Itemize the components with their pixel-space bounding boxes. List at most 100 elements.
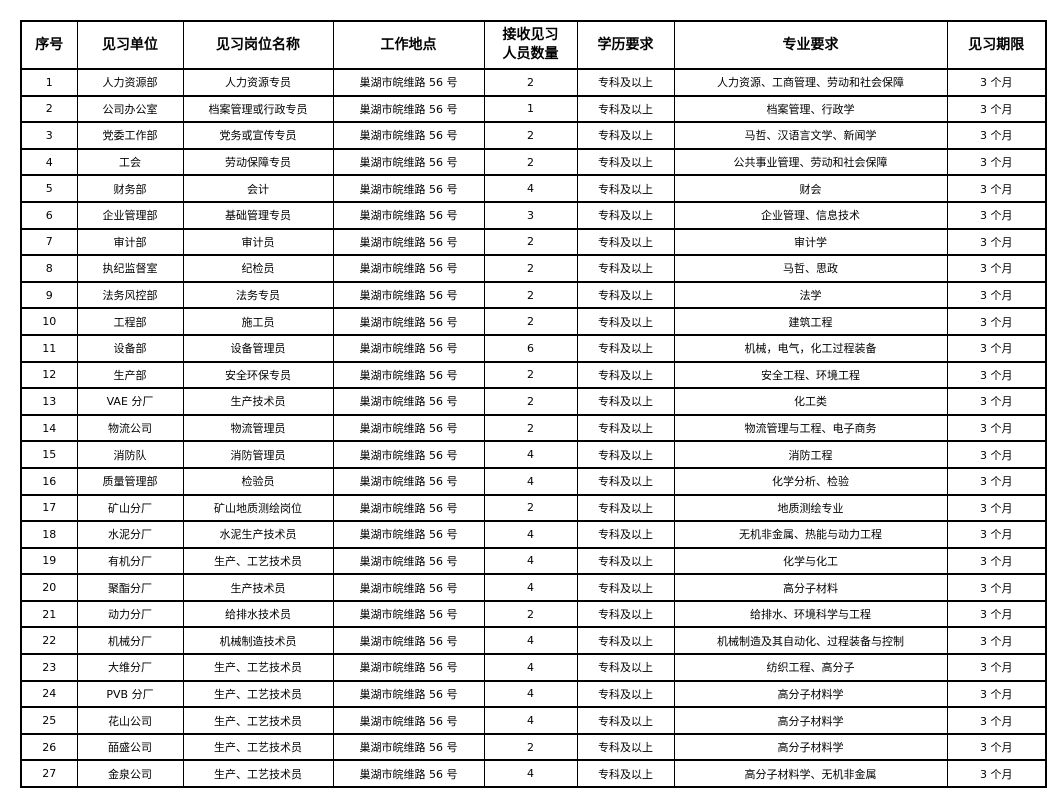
cell-major: 公共事业管理、劳动和社会保障 <box>673 147 948 177</box>
cell-count: 2 <box>483 413 578 443</box>
cell-education: 专科及以上 <box>576 68 675 97</box>
cell-duration: 3 个月 <box>946 626 1047 656</box>
table-row: 4 工会 劳动保障专员 巢湖市皖维路 56 号 2 专科及以上 公共事业管理、劳动和社会保障… <box>20 147 1047 177</box>
cell-education: 专科及以上 <box>576 254 675 283</box>
cell-major: 高分子材料学 <box>673 679 948 709</box>
table-row: 8 执纪监督室 纪检员 巢湖市皖维路 56 号 2 专科及以上 马哲、思政 3 个月 <box>20 254 1047 283</box>
cell-count: 4 <box>483 706 578 735</box>
cell-major: 化学与化工 <box>673 546 948 576</box>
cell-count: 6 <box>483 333 578 363</box>
cell-major: 建筑工程 <box>673 307 948 336</box>
cell-count: 4 <box>483 759 578 789</box>
cell-index: 14 <box>20 413 78 443</box>
table-row: 21 动力分厂 给排水技术员 巢湖市皖维路 56 号 2 专科及以上 给排水、环境科学与工程… <box>20 599 1047 629</box>
cell-unit: 生产部 <box>76 360 184 390</box>
cell-duration: 3 个月 <box>946 759 1047 789</box>
table-row: 27 金泉公司 生产、工艺技术员 巢湖市皖维路 56 号 4 专科及以上 高分子材料学、无机… <box>20 759 1047 789</box>
cell-count: 4 <box>483 174 578 203</box>
cell-index: 27 <box>20 759 78 789</box>
cell-major: 高分子材料学 <box>673 732 948 762</box>
cell-index: 21 <box>20 599 78 629</box>
cell-count: 4 <box>483 520 578 549</box>
cell-unit: 工程部 <box>76 307 184 336</box>
cell-count: 2 <box>483 227 578 257</box>
cell-education: 专科及以上 <box>576 466 675 496</box>
cell-unit: VAE 分厂 <box>76 387 184 416</box>
table-row: 26 皕盛公司 生产、工艺技术员 巢湖市皖维路 56 号 2 专科及以上 高分子材料学 3 个… <box>20 732 1047 762</box>
header-count-line1: 接收见习 <box>502 27 559 43</box>
cell-unit: 设备部 <box>76 333 184 363</box>
cell-education: 专科及以上 <box>576 626 675 656</box>
cell-unit: 质量管理部 <box>76 466 184 496</box>
cell-count: 2 <box>483 68 578 97</box>
cell-location: 巢湖市皖维路 56 号 <box>332 732 485 762</box>
cell-duration: 3 个月 <box>946 147 1047 177</box>
cell-location: 巢湖市皖维路 56 号 <box>332 200 485 230</box>
cell-unit: 大维分厂 <box>76 653 184 682</box>
table-row: 19 有机分厂 生产、工艺技术员 巢湖市皖维路 56 号 4 专科及以上 化学与化工 3 个月 <box>20 546 1047 576</box>
cell-count: 2 <box>483 493 578 523</box>
cell-index: 4 <box>20 147 78 177</box>
cell-index: 3 <box>20 121 78 150</box>
header-row: 序号 见习单位 见习岗位名称 工作地点 接收见习 人员数量 学历要求 专业要求 见… <box>20 20 1047 70</box>
cell-location: 巢湖市皖维路 56 号 <box>332 759 485 789</box>
cell-education: 专科及以上 <box>576 200 675 230</box>
cell-unit: 金泉公司 <box>76 759 184 789</box>
cell-location: 巢湖市皖维路 56 号 <box>332 679 485 709</box>
cell-location: 巢湖市皖维路 56 号 <box>332 706 485 735</box>
cell-unit: 党委工作部 <box>76 121 184 150</box>
cell-count: 3 <box>483 200 578 230</box>
cell-duration: 3 个月 <box>946 174 1047 203</box>
cell-location: 巢湖市皖维路 56 号 <box>332 307 485 336</box>
table-row: 25 花山公司 生产、工艺技术员 巢湖市皖维路 56 号 4 专科及以上 高分子材料学 3 个… <box>20 706 1047 735</box>
cell-count: 2 <box>483 599 578 629</box>
cell-unit: 物流公司 <box>76 413 184 443</box>
cell-location: 巢湖市皖维路 56 号 <box>332 599 485 629</box>
cell-education: 专科及以上 <box>576 280 675 310</box>
cell-duration: 3 个月 <box>946 573 1047 602</box>
cell-location: 巢湖市皖维路 56 号 <box>332 121 485 150</box>
cell-education: 专科及以上 <box>576 653 675 682</box>
cell-count: 2 <box>483 121 578 150</box>
cell-unit: 消防队 <box>76 440 184 469</box>
cell-index: 1 <box>20 68 78 97</box>
cell-index: 19 <box>20 546 78 576</box>
table-row: 3 党委工作部 党务或宣传专员 巢湖市皖维路 56 号 2 专科及以上 马哲、汉语言文学、新… <box>20 121 1047 150</box>
cell-count: 2 <box>483 254 578 283</box>
cell-duration: 3 个月 <box>946 360 1047 390</box>
cell-count: 2 <box>483 280 578 310</box>
cell-duration: 3 个月 <box>946 520 1047 549</box>
cell-unit: 动力分厂 <box>76 599 184 629</box>
cell-major: 马哲、汉语言文学、新闻学 <box>673 121 948 150</box>
table-row: 16 质量管理部 检验员 巢湖市皖维路 56 号 4 专科及以上 化学分析、检验 3 个月 <box>20 466 1047 496</box>
cell-location: 巢湖市皖维路 56 号 <box>332 360 485 390</box>
cell-position: 安全环保专员 <box>182 360 334 390</box>
cell-education: 专科及以上 <box>576 679 675 709</box>
cell-position: 劳动保障专员 <box>182 147 334 177</box>
cell-position: 生产、工艺技术员 <box>182 679 334 709</box>
cell-count: 4 <box>483 679 578 709</box>
cell-position: 检验员 <box>182 466 334 496</box>
cell-location: 巢湖市皖维路 56 号 <box>332 333 485 363</box>
table-row: 18 水泥分厂 水泥生产技术员 巢湖市皖维路 56 号 4 专科及以上 无机非金属、热能与动… <box>20 520 1047 549</box>
table-row: 11 设备部 设备管理员 巢湖市皖维路 56 号 6 专科及以上 机械，电气，化工过程装备 3… <box>20 333 1047 363</box>
cell-location: 巢湖市皖维路 56 号 <box>332 653 485 682</box>
cell-index: 26 <box>20 732 78 762</box>
cell-duration: 3 个月 <box>946 200 1047 230</box>
cell-major: 化学分析、检验 <box>673 466 948 496</box>
cell-index: 13 <box>20 387 78 416</box>
header-count: 接收见习 人员数量 <box>483 20 578 70</box>
cell-count: 4 <box>483 466 578 496</box>
cell-index: 23 <box>20 653 78 682</box>
cell-position: 生产、工艺技术员 <box>182 706 334 735</box>
cell-position: 物流管理员 <box>182 413 334 443</box>
cell-education: 专科及以上 <box>576 360 675 390</box>
cell-duration: 3 个月 <box>946 599 1047 629</box>
cell-duration: 3 个月 <box>946 706 1047 735</box>
cell-education: 专科及以上 <box>576 174 675 203</box>
cell-education: 专科及以上 <box>576 706 675 735</box>
cell-count: 4 <box>483 626 578 656</box>
cell-unit: 企业管理部 <box>76 200 184 230</box>
cell-duration: 3 个月 <box>946 68 1047 97</box>
cell-education: 专科及以上 <box>576 440 675 469</box>
